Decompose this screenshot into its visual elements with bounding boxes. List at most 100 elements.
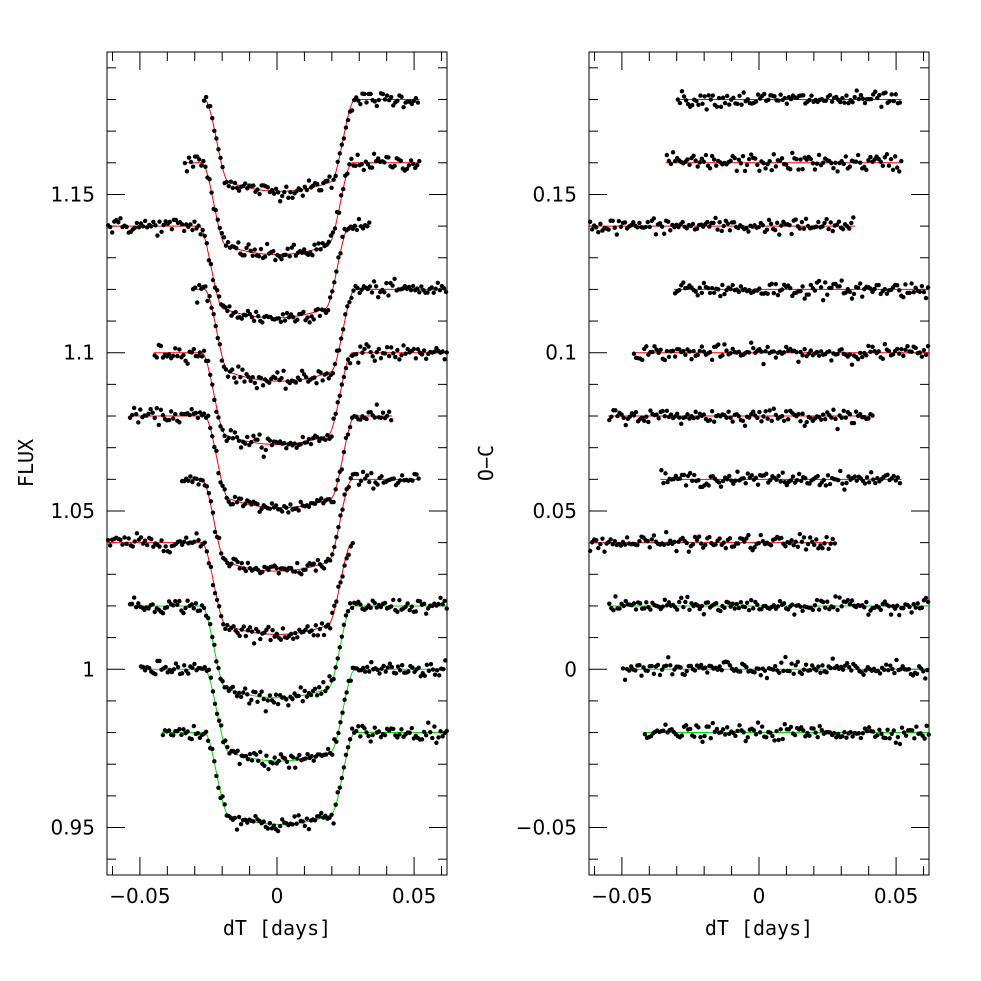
data-point [854, 478, 859, 483]
data-point [397, 478, 403, 483]
data-point [171, 416, 176, 421]
data-point [876, 282, 881, 288]
data-point [375, 294, 381, 300]
data-point [798, 418, 803, 424]
data-point [639, 415, 645, 420]
data-point [208, 261, 214, 267]
data-point [801, 728, 806, 733]
data-point [723, 545, 729, 551]
data-point [208, 564, 214, 570]
data-point [219, 551, 224, 556]
data-point [356, 98, 361, 103]
data-point [372, 99, 377, 104]
data-point [707, 290, 713, 296]
data-point [195, 354, 201, 359]
data-point [273, 257, 278, 263]
data-point [796, 167, 801, 172]
data-point [768, 543, 774, 548]
data-point [646, 419, 651, 425]
data-point [386, 353, 392, 359]
data-point [199, 354, 205, 359]
data-point [376, 729, 382, 734]
data-point [369, 660, 374, 665]
data-point [833, 416, 838, 422]
series-offset--0.02 [642, 720, 931, 747]
data-point [291, 242, 297, 248]
data-point [336, 584, 341, 589]
data-point [725, 221, 731, 226]
data-point [600, 536, 605, 541]
data-point [105, 537, 111, 543]
data-point [311, 633, 316, 638]
data-point [668, 412, 674, 417]
data-point [225, 744, 230, 750]
data-point [417, 290, 422, 295]
data-point [406, 669, 411, 674]
data-point [362, 726, 367, 731]
data-point [675, 97, 681, 102]
data-point [442, 598, 447, 604]
data-point [210, 582, 216, 588]
data-point [873, 480, 878, 486]
data-point [651, 671, 657, 677]
data-point [327, 626, 333, 631]
data-point [208, 675, 214, 680]
data-point [832, 541, 838, 546]
data-point [210, 277, 216, 283]
model-curve [128, 605, 447, 699]
data-point [737, 723, 742, 728]
data-point [633, 607, 639, 612]
data-point [395, 664, 401, 669]
data-point [293, 630, 298, 636]
data-point [866, 725, 872, 730]
data-point [419, 284, 424, 289]
data-point [355, 152, 360, 158]
data-point [755, 482, 761, 487]
data-point [242, 181, 248, 186]
data-point [615, 413, 620, 419]
data-point [853, 159, 859, 164]
data-point [746, 415, 752, 420]
data-point [687, 470, 693, 476]
data-point [762, 91, 767, 97]
data-point [259, 445, 264, 450]
data-point [206, 667, 212, 673]
data-point [185, 361, 190, 366]
data-point [735, 469, 740, 474]
data-point [877, 92, 882, 98]
data-point [166, 728, 172, 733]
data-point [679, 421, 684, 426]
data-point [183, 605, 188, 611]
data-point [871, 729, 876, 734]
data-point [642, 418, 647, 424]
data-point [631, 220, 636, 225]
data-point [359, 287, 364, 292]
data-point [288, 189, 293, 195]
data-point [664, 152, 670, 158]
data-point [258, 636, 263, 642]
data-point [773, 412, 779, 418]
data-point [258, 246, 264, 252]
data-point [338, 513, 343, 518]
data-point [788, 96, 794, 102]
data-point [416, 476, 421, 481]
data-point [196, 482, 201, 487]
data-point [353, 163, 358, 169]
data-point [432, 672, 438, 677]
data-point [403, 351, 408, 356]
data-point [304, 187, 310, 193]
data-point [814, 537, 819, 542]
data-point [921, 347, 927, 353]
data-point [763, 409, 768, 414]
data-point [645, 219, 650, 225]
data-point [727, 536, 733, 541]
data-point [730, 601, 735, 606]
data-point [909, 349, 914, 355]
data-point [191, 347, 196, 352]
data-point [732, 155, 737, 161]
data-point [284, 310, 290, 316]
data-point [748, 152, 754, 157]
data-point [705, 219, 710, 225]
data-point [843, 290, 848, 295]
data-point [206, 561, 212, 566]
